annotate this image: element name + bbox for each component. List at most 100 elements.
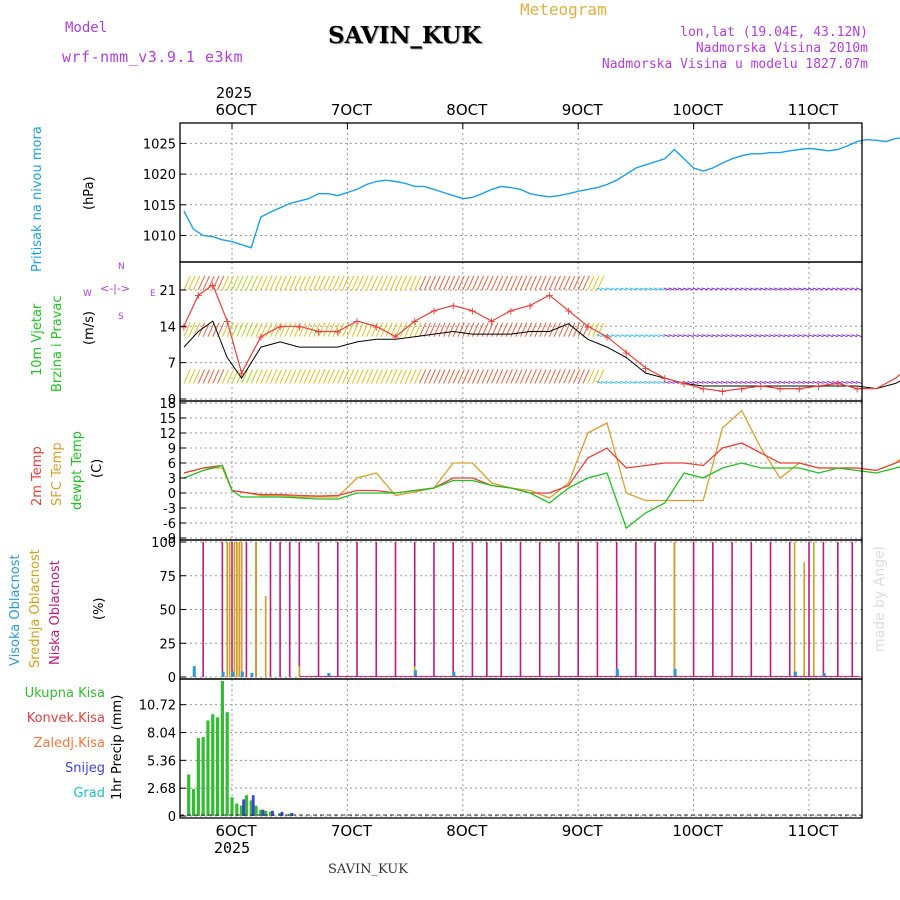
wind-barb	[279, 275, 287, 291]
wind-barb	[395, 369, 403, 384]
wind-tick-label: 21	[159, 284, 176, 299]
wind-barb	[725, 334, 733, 338]
wind-barb	[841, 334, 848, 338]
cloud-low-bar	[375, 542, 378, 677]
wind-barb	[419, 275, 427, 291]
wind-barb	[303, 322, 311, 337]
wind-barb	[375, 275, 384, 291]
gust-marker: +	[410, 315, 419, 328]
wind-barb	[337, 369, 345, 384]
wind-barb	[322, 369, 331, 384]
wind-barb	[409, 322, 417, 337]
wind-barb	[289, 369, 297, 384]
wind-barb	[395, 322, 403, 337]
wind-barb	[438, 322, 446, 337]
gust-marker: +	[275, 320, 284, 333]
wind-barb	[648, 287, 656, 291]
compass-s: S	[118, 312, 124, 322]
wind-barb	[572, 369, 581, 384]
wind-barb	[245, 369, 254, 384]
precip-total-bar	[249, 800, 253, 816]
wind-barb	[850, 380, 858, 384]
wind-barb	[759, 380, 766, 384]
wind-barb	[836, 334, 843, 338]
precip-total-bar	[278, 812, 282, 816]
wind-barb	[644, 287, 651, 291]
wind-barb	[798, 334, 805, 338]
wind-barb	[385, 322, 393, 337]
wind-barb	[716, 380, 723, 384]
wind-barb	[826, 334, 834, 338]
wind-barb	[773, 287, 781, 291]
wind-barb	[648, 380, 656, 384]
wind-barb	[548, 275, 557, 291]
wind-barb	[414, 369, 422, 384]
cloud-mid-bar	[240, 542, 243, 677]
wind-barb	[351, 322, 359, 337]
wind-barb	[600, 287, 608, 291]
wind-barb	[793, 334, 800, 338]
wind-barb	[663, 380, 670, 384]
precip-total-bar	[254, 805, 258, 816]
day-label-bottom: 6OCT	[216, 822, 258, 840]
cloud-low-bar	[822, 542, 825, 677]
cloud-low-bar	[615, 542, 618, 677]
cloud-low-bar	[851, 542, 854, 677]
wind-barb	[303, 369, 311, 384]
temp-tick-label: -3	[163, 502, 176, 517]
cloud-low-bar	[654, 542, 656, 677]
wind-barb	[188, 275, 196, 291]
wind-barb	[634, 380, 641, 384]
cloud-low-bar	[519, 542, 522, 677]
wind-barb	[582, 322, 590, 337]
cloud-high-bar	[673, 668, 677, 677]
temp-tick-label: 6	[168, 457, 176, 472]
wind-barb	[610, 334, 617, 338]
wind-barb	[370, 322, 379, 337]
precip-total-bar	[215, 717, 220, 816]
wind-barb	[634, 334, 641, 338]
wind-barb	[313, 275, 321, 291]
wind-barb	[544, 369, 552, 384]
gust-marker: +	[237, 367, 246, 380]
cloud-low-bar	[221, 542, 224, 677]
wind-barb	[692, 380, 699, 384]
wind-barb	[346, 322, 355, 337]
wind-barb	[496, 275, 504, 291]
wind-barb	[250, 275, 258, 291]
wind-barb	[351, 369, 359, 384]
wind-barb	[443, 275, 451, 291]
cloud-high-bar	[192, 666, 196, 677]
cloud-low-bar	[577, 542, 579, 677]
gust-marker: +	[602, 331, 611, 344]
cloud-tick-label: 100	[151, 536, 176, 551]
cloud-high-bar	[615, 668, 619, 677]
wind-barb	[577, 369, 585, 384]
wind-barb	[725, 380, 733, 384]
wind-barb	[658, 287, 665, 291]
wind-barb	[423, 322, 432, 337]
wind-barb	[332, 275, 340, 291]
precip-total-bar	[191, 789, 196, 816]
precip-total-bar	[225, 712, 229, 816]
wind-barb	[807, 287, 814, 291]
cloud-low-bar	[231, 542, 233, 677]
model-elevation-label: Nadmorska Visina u modelu 1827.07m	[601, 57, 868, 72]
wind-barb	[236, 275, 244, 291]
wind-barb	[697, 287, 704, 291]
gust-marker: +	[833, 377, 842, 390]
wind-barb	[476, 275, 484, 291]
wind-barb	[783, 287, 790, 291]
cloud-high-bar	[413, 670, 417, 677]
wind-barb	[188, 322, 196, 337]
wind-barb	[510, 275, 518, 291]
legend-hail: Grad	[73, 786, 105, 801]
wind-barb	[600, 380, 608, 384]
wind-barb	[399, 369, 408, 384]
wind-barb	[721, 334, 728, 338]
wind-barb	[298, 322, 307, 337]
gust-marker: +	[795, 383, 804, 396]
wind-barb	[356, 275, 364, 291]
day-label-top: 11OCT	[788, 101, 839, 119]
wind-barb	[653, 287, 661, 291]
